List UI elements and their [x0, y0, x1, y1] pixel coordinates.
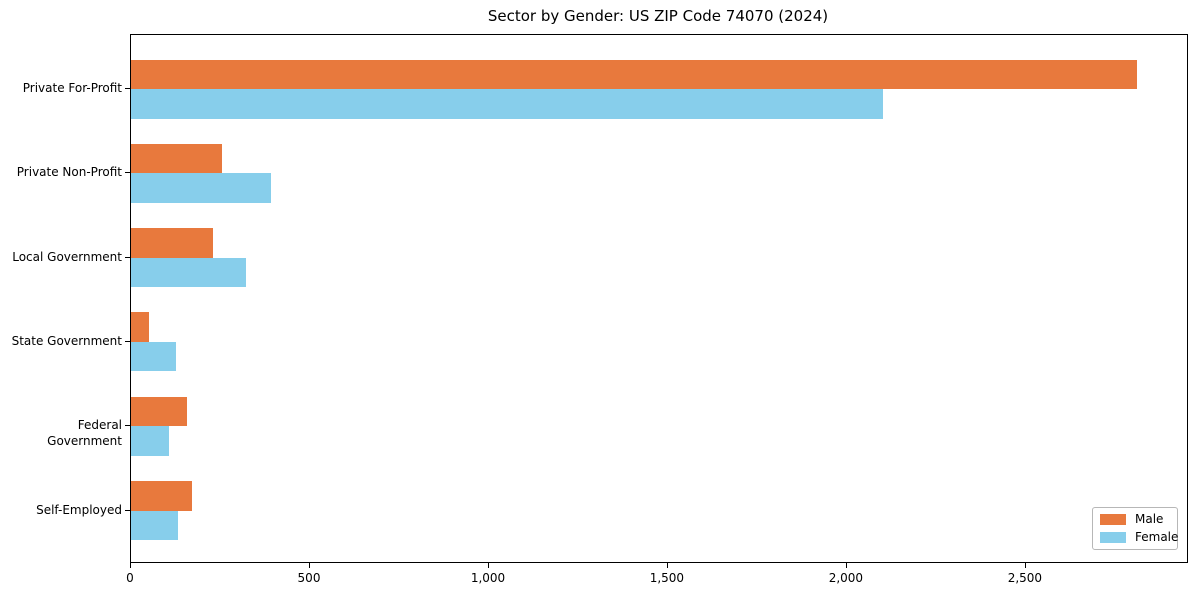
- y-tick-mark: [125, 425, 130, 427]
- bar-male-private-non-profit: [131, 143, 223, 174]
- bar-male-private-for-profit: [131, 59, 1137, 89]
- legend-entry-male: Male: [1100, 513, 1170, 526]
- bar-female-federal-government: [131, 426, 169, 456]
- chart-title: Sector by Gender: US ZIP Code 74070 (202…: [487, 7, 829, 25]
- y-tick-mark: [125, 256, 130, 258]
- legend-label-female: Female: [1135, 530, 1179, 544]
- bar-female-state-government: [131, 341, 176, 372]
- bar-male-state-government: [131, 312, 149, 342]
- x-tick-label: 2,000: [828, 571, 864, 585]
- x-tick-label: 2,500: [1007, 571, 1043, 585]
- legend-swatch-female: [1100, 532, 1126, 543]
- bar-male-federal-government: [131, 396, 187, 427]
- bar-male-self-employed: [131, 481, 192, 511]
- x-tick-mark: [1024, 563, 1026, 568]
- y-category-label: Local Government: [12, 249, 122, 264]
- x-tick-mark: [845, 563, 847, 568]
- x-tick-label: 1,500: [649, 571, 685, 585]
- x-tick-mark: [309, 563, 310, 568]
- bar-male-local-government: [131, 228, 214, 258]
- x-tick-label: 0: [126, 571, 134, 585]
- x-tick-label: 1,000: [470, 571, 506, 585]
- legend: Male Female: [1092, 507, 1178, 550]
- bar-female-local-government: [131, 257, 246, 288]
- bar-female-self-employed: [131, 510, 178, 540]
- x-tick-mark: [488, 563, 489, 568]
- y-category-label: Private For-Profit: [22, 81, 122, 95]
- legend-swatch-male: [1100, 514, 1126, 525]
- x-tick-mark: [666, 563, 668, 568]
- y-tick-mark: [125, 509, 130, 511]
- y-tick-mark: [125, 172, 130, 174]
- x-tick-mark: [130, 563, 131, 568]
- legend-entry-female: Female: [1100, 531, 1178, 544]
- bar-female-private-for-profit: [131, 89, 883, 119]
- y-category-label: Private Non-Profit: [16, 165, 122, 180]
- legend-label-male: Male: [1135, 512, 1164, 526]
- y-tick-mark: [125, 88, 130, 89]
- x-tick-label: 500: [297, 571, 321, 585]
- bar-female-private-non-profit: [131, 173, 271, 203]
- plot-area: [130, 34, 1188, 563]
- y-category-label: State Government: [11, 333, 122, 348]
- y-category-label: Self-Employed: [36, 502, 122, 517]
- y-tick-mark: [125, 340, 130, 342]
- y-category-label: Federal Government: [47, 418, 122, 449]
